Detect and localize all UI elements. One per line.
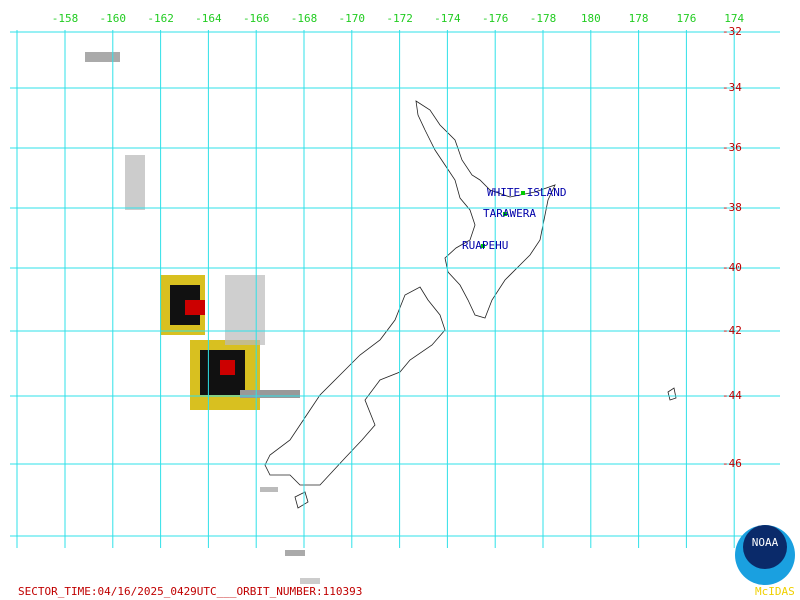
coastline bbox=[264, 100, 677, 509]
logo-name: NOAA bbox=[752, 536, 779, 549]
lat-label: -40 bbox=[722, 261, 742, 274]
volcano-label: WHITE ISLAND bbox=[487, 186, 566, 199]
lon-label: 174 bbox=[724, 12, 744, 25]
volcano-marker bbox=[503, 212, 507, 216]
lon-label: -178 bbox=[530, 12, 557, 25]
lat-label: -44 bbox=[722, 389, 742, 402]
lon-label: -170 bbox=[339, 12, 366, 25]
volcano-label: RUAPEHU bbox=[462, 239, 508, 252]
cloud-imagery bbox=[85, 52, 320, 584]
lon-label: 178 bbox=[629, 12, 649, 25]
lon-label: -164 bbox=[195, 12, 222, 25]
lat-label: -36 bbox=[722, 141, 742, 154]
lat-label: -32 bbox=[722, 25, 742, 38]
volcano-marker bbox=[521, 191, 525, 195]
volcano-label: TARAWERA bbox=[483, 207, 536, 220]
lat-lon-grid: -158 -160 -162 -164 -166 -168 -170 -172 -174 -176… bbox=[10, 12, 780, 548]
lon-label: -158 bbox=[52, 12, 79, 25]
lon-label: -160 bbox=[100, 12, 127, 25]
lon-label: -166 bbox=[243, 12, 270, 25]
lon-label: -174 bbox=[434, 12, 461, 25]
volcano-marker bbox=[481, 244, 485, 248]
lat-label: -34 bbox=[722, 81, 742, 94]
volcanoes: WHITE ISLAND TARAWERA RUAPEHU bbox=[462, 186, 566, 252]
lon-label: 180 bbox=[581, 12, 601, 25]
logo-caption: McIDAS bbox=[755, 585, 795, 598]
lon-label: -172 bbox=[386, 12, 413, 25]
lat-label: -42 bbox=[722, 324, 742, 337]
lat-label: -46 bbox=[722, 457, 742, 470]
lon-label: -162 bbox=[147, 12, 174, 25]
lon-label: 176 bbox=[676, 12, 696, 25]
lon-label: -168 bbox=[291, 12, 318, 25]
noaa-logo: NOAA McIDAS bbox=[735, 525, 795, 598]
footer-text: SECTOR_TIME:04/16/2025_0429UTC___ORBIT_N… bbox=[18, 585, 362, 598]
lon-label: -176 bbox=[482, 12, 509, 25]
lat-label: -38 bbox=[722, 201, 742, 214]
